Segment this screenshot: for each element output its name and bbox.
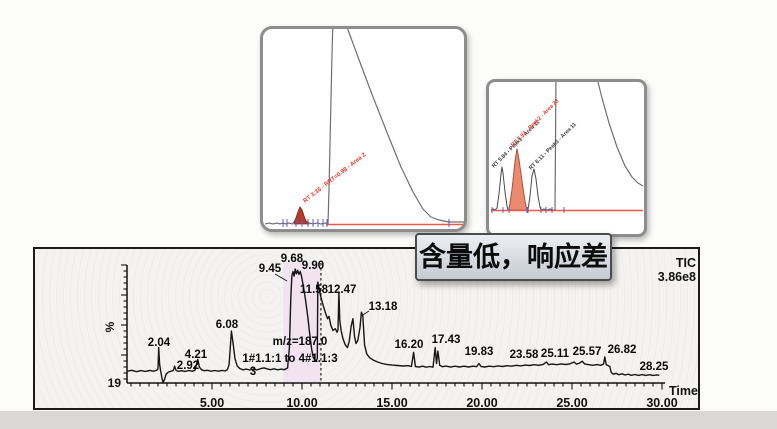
peak-pointer-line [274,273,288,282]
x-tick-label: 15.00 [376,396,407,408]
x-tick-label: 30.00 [646,396,677,408]
peak-label: 9.90 [302,260,324,272]
y-axis-min-label: 19 [108,376,122,390]
x-tick-label: 10.00 [286,396,317,408]
peak-label: 16.20 [395,339,424,351]
peak-label: 4.21 [185,349,208,361]
x-tick-label: 25.00 [556,396,587,408]
peak-label: 13.18 [369,301,398,313]
peak-label: 9.45 [259,263,282,275]
peak2-fill [508,148,528,211]
peak-annotation: RT 3.36 - RRT=0.98 - Area 2 [303,152,368,205]
peak-label: 28.25 [640,361,669,373]
annotation: 1#1.1:1 to 4#1.1:3 [242,353,337,365]
peak-pointer-line [360,310,370,317]
callout-text: 含量低，响应差 [419,241,608,272]
big-peak-rising-edge [554,82,557,211]
peak-label: 19.83 [465,346,494,358]
x-tick-label: 20.00 [466,396,497,408]
peak-label: 17.43 [432,334,461,346]
peak-label: 23.58 [510,349,539,361]
tic-chromatogram: 5.00 10.00 15.00 20.00 25.00 30.00 2.04 2.924.2… [103,253,698,408]
peak-label: 12.47 [328,284,357,296]
zoom-inset-right: RT 5.84 - Peak1 - Area 11 RT 5.92 - Peak2… [486,79,647,237]
intensity-scale-label: 3.86e8 [658,270,696,284]
big-peak-rising-edge [327,29,334,225]
peak-label: 26.82 [608,344,637,356]
peak-label: 2.92 [177,360,199,372]
annotation: m/z=187.0 [273,336,328,348]
annotation: 3 [250,366,256,378]
signal-type-label: TIC [676,256,696,270]
page-footer-strip [0,411,777,429]
peak-label: 9.68 [281,253,304,265]
peak-label: 2.04 [148,337,171,349]
zoom-inset-left-chart: RT 3.36 - RRT=0.98 - Area 2 [264,29,464,227]
peak-label: 11.58 [300,284,329,296]
big-peak-falling-edge [347,29,464,223]
peak-label: 25.11 [541,348,570,360]
peak-label: 6.08 [216,319,239,331]
zoom-inset-left: RT 3.36 - RRT=0.98 - Area 2 [260,26,467,232]
tic-trace [127,268,660,384]
y-axis-title: % [103,321,117,332]
peak-annotation: RT 5.92 - Peak2 - Area 23 [510,98,560,148]
peak-label: 25.57 [573,346,602,358]
x-tick-label: 5.00 [200,396,224,408]
big-peak-falling-edge [597,82,644,187]
x-axis-title: Time [669,384,698,398]
callout-label: 含量低，响应差 [415,233,612,281]
